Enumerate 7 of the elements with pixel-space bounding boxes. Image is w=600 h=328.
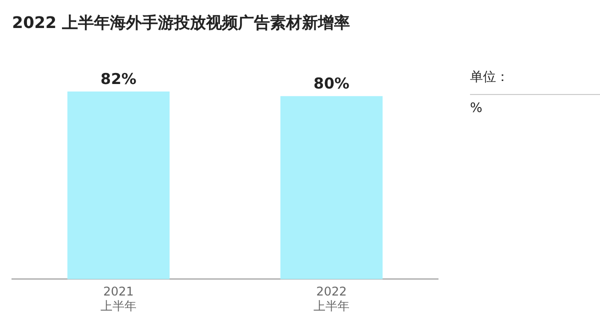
text: % [470, 100, 484, 118]
data-label: 82% [100, 70, 136, 88]
text: 单位： [470, 62, 600, 95]
data-label: 80% [314, 74, 350, 92]
x-tick-label: 2021 上半年 [100, 284, 136, 313]
chart-title: 2022 上半年海外手游投放视频广告素材新增率 [12, 12, 350, 32]
x-tick-label: 2022 上半年 [314, 284, 350, 313]
